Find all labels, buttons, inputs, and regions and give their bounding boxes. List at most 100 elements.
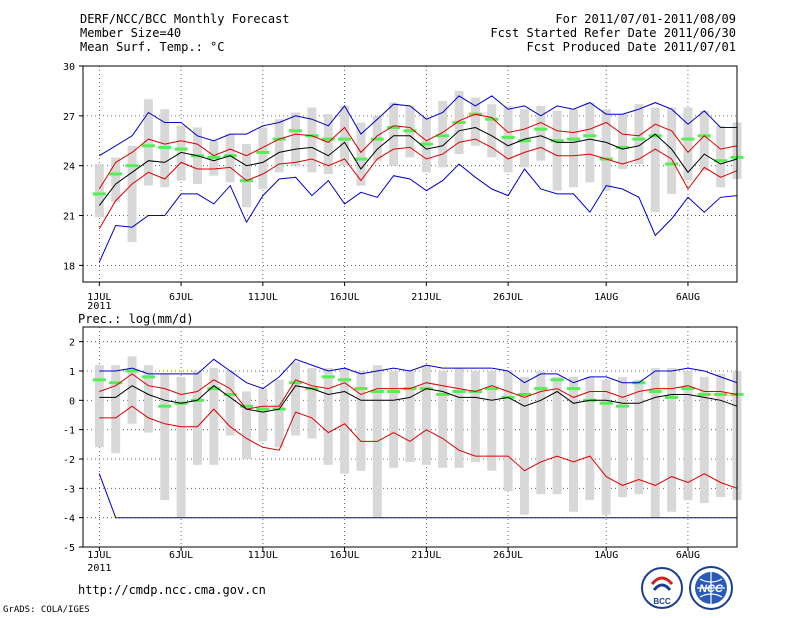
y-tick-label: -5 — [63, 543, 75, 554]
y-tick-label: -1 — [63, 426, 75, 437]
series-line-max — [99, 358, 738, 390]
median-marker — [485, 117, 499, 121]
member-range-box — [519, 376, 529, 515]
member-range-box — [519, 109, 529, 168]
member-range-box — [94, 365, 104, 448]
y-tick-label: 2 — [69, 338, 75, 349]
median-marker — [697, 392, 711, 396]
member-range-box — [552, 376, 562, 495]
median-marker — [223, 392, 237, 396]
member-range-box — [667, 368, 677, 512]
member-range-box — [699, 376, 709, 503]
median-marker — [141, 144, 155, 148]
median-marker — [387, 125, 401, 129]
member-range-box — [143, 365, 153, 433]
y-tick-label: 18 — [63, 261, 75, 272]
footer-url[interactable]: http://cmdp.ncc.cma.gov.cn — [78, 583, 266, 597]
x-tick-label: 1JUL — [87, 292, 111, 303]
bcc-logo-text: BCC — [653, 597, 671, 606]
series-line-lower — [99, 405, 738, 489]
member-range-box — [291, 112, 301, 166]
variable-label: Mean Surf. Temp.: °C — [80, 40, 225, 54]
median-marker — [92, 192, 106, 196]
member-range-box — [323, 368, 333, 465]
x-tick-label: 6AUG — [676, 550, 700, 561]
member-range-box — [470, 97, 480, 146]
x-tick-label: 11JUL — [248, 292, 278, 303]
member-range-box — [242, 391, 251, 459]
chart-title: DERF/NCC/BCC Monthly Forecast — [80, 12, 290, 26]
median-marker — [566, 137, 581, 141]
median-marker — [321, 375, 335, 379]
y-tick-label: 30 — [63, 62, 75, 73]
y-tick-label: -3 — [63, 484, 75, 495]
median-marker — [125, 369, 139, 373]
median-marker — [550, 378, 564, 382]
member-range-box — [470, 371, 480, 462]
member-range-box — [274, 119, 284, 173]
member-range-box — [536, 371, 546, 495]
median-marker — [534, 127, 548, 131]
produced-date: Fcst Produced Date 2011/07/01 — [526, 40, 736, 54]
median-marker — [665, 395, 679, 399]
y-tick-label: 1 — [69, 367, 75, 378]
bcc-logo: BCC — [641, 567, 683, 609]
member-range-box — [618, 114, 628, 170]
start-refer-date: Fcst Started Refer Date 2011/06/30 — [490, 26, 736, 40]
member-range-box — [650, 107, 660, 213]
y-tick-label: 27 — [63, 112, 75, 123]
median-marker — [550, 139, 564, 143]
series-line-upper — [99, 373, 738, 410]
median-marker — [436, 134, 450, 138]
header-left: DERF/NCC/BCC Monthly Forecast Member Siz… — [80, 12, 290, 54]
member-range-box — [536, 105, 546, 161]
member-range-box — [503, 371, 513, 492]
member-range-box — [274, 379, 284, 448]
median-marker — [665, 162, 679, 166]
x-tick-label: 1JUL — [87, 550, 111, 561]
grads-credit: GrADS: COLA/IGES — [3, 605, 90, 615]
median-marker — [403, 129, 417, 133]
member-range-box — [683, 107, 693, 181]
member-range-box — [225, 134, 235, 183]
median-marker — [387, 390, 401, 394]
x-tick-label: 6JUL — [169, 292, 193, 303]
median-marker — [109, 172, 123, 176]
median-marker — [583, 134, 597, 138]
member-range-box — [569, 376, 578, 512]
forecast-period: For 2011/07/01-2011/08/09 — [555, 12, 736, 26]
member-range-box — [487, 104, 497, 158]
median-marker — [256, 407, 270, 411]
panel-temp: 18 21 24 27 30 1JUL 6JUL 11JUL 16JUL 21JUL 26JUL 1A… — [63, 62, 744, 312]
median-marker — [158, 404, 172, 408]
y-tick-label: -2 — [63, 455, 75, 466]
member-range-box — [340, 105, 350, 166]
header-right: For 2011/07/01-2011/08/09 Fcst Started R… — [490, 12, 736, 54]
median-marker — [648, 134, 662, 138]
median-marker — [354, 387, 368, 391]
member-range-box — [176, 125, 186, 181]
median-marker — [534, 387, 548, 391]
member-range-box — [585, 376, 595, 501]
x-tick-label: 6AUG — [676, 292, 700, 303]
median-marker — [207, 155, 221, 159]
member-range-box — [160, 373, 170, 501]
member-size: Member Size=40 — [80, 26, 182, 40]
y-tick-label: -4 — [63, 514, 75, 525]
median-marker — [681, 387, 695, 391]
median-marker — [616, 404, 630, 408]
median-marker — [125, 164, 139, 168]
ncc-logo: NCC — [689, 566, 733, 610]
median-marker — [338, 378, 352, 382]
x-tick-label: 1AUG — [594, 292, 618, 303]
y-tick-label: 21 — [63, 212, 75, 223]
series-line-max — [99, 95, 737, 157]
x-tick-label: 21JUL — [411, 292, 441, 303]
x-tick-label: 16JUL — [330, 550, 360, 561]
member-range-box — [438, 100, 448, 168]
median-marker — [207, 387, 221, 391]
member-range-box — [389, 371, 399, 468]
year-label: 2011 — [87, 563, 111, 574]
plot-frame — [82, 326, 738, 548]
